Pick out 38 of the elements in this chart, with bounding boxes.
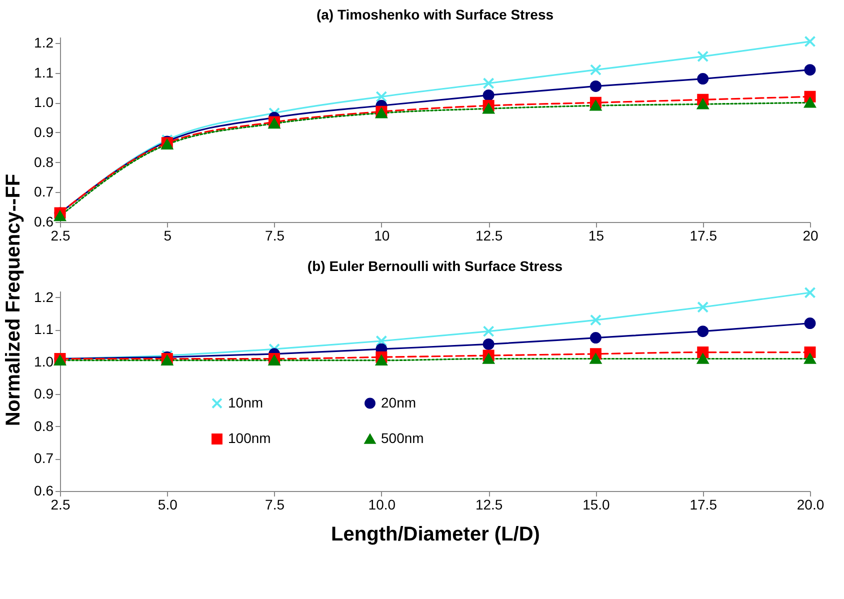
- x-tick-label: 17.5: [690, 496, 718, 512]
- chart-title: (b) Euler Bernoulli with Surface Stress: [307, 258, 563, 274]
- y-tick-label: 0.8: [34, 154, 54, 170]
- x-tick-label: 7.5: [265, 228, 285, 244]
- x-tick-label: 17.5: [690, 228, 718, 244]
- y-tick-label: 0.9: [34, 124, 54, 140]
- y-tick-label: 1.1: [34, 64, 54, 80]
- chart-title: (a) Timoshenko with Surface Stress: [316, 6, 554, 23]
- y-tick-label: 1.1: [34, 321, 54, 338]
- y-tick-label: 0.8: [34, 418, 54, 434]
- x-tick-label: 5.0: [158, 496, 178, 512]
- y-tick-label: 1.0: [34, 353, 54, 370]
- x-tick-label: 20: [802, 228, 818, 244]
- legend-label: 20nm: [381, 394, 416, 410]
- y-tick-label: 0.6: [34, 214, 54, 230]
- y-tick-label: 0.9: [34, 386, 54, 402]
- x-tick-label: 10: [374, 228, 390, 244]
- x-tick-label: 12.5: [475, 496, 503, 512]
- y-tick-label: 0.7: [34, 450, 54, 466]
- x-tick-label: 7.5: [265, 496, 285, 512]
- x-tick-label: 15: [588, 228, 604, 244]
- y-tick-label: 1.0: [34, 94, 54, 110]
- x-tick-label: 10.0: [368, 496, 396, 512]
- x-axis-title: Length/Diameter (L/D): [331, 524, 540, 546]
- legend-label: 100nm: [228, 430, 271, 446]
- y-tick-label: 0.6: [34, 482, 54, 498]
- x-tick-label: 2.5: [50, 496, 70, 512]
- y-axis-title: Normalized Frequency--FF: [2, 173, 26, 426]
- legend-label: 10nm: [228, 394, 264, 410]
- y-tick-label: 1.2: [34, 288, 54, 305]
- x-tick-label: 5: [164, 228, 172, 244]
- y-tick-label: 1.2: [34, 34, 54, 50]
- y-tick-label: 0.7: [34, 184, 54, 200]
- x-tick-label: 2.5: [50, 228, 70, 244]
- x-tick-label: 20.0: [796, 496, 824, 512]
- x-tick-label: 15.0: [582, 496, 610, 512]
- legend-label: 500nm: [381, 430, 424, 446]
- x-tick-label: 12.5: [475, 228, 503, 244]
